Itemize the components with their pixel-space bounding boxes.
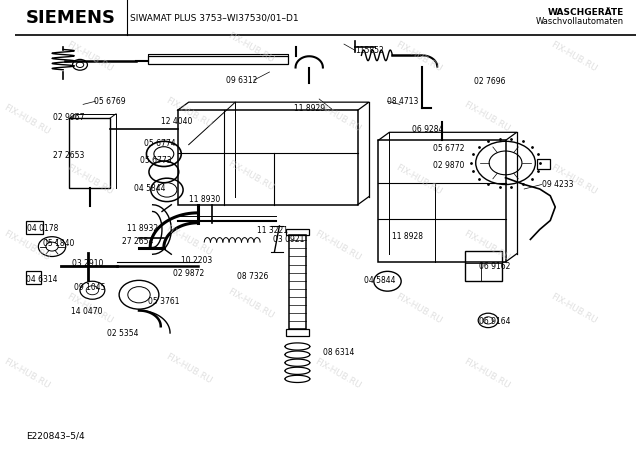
Text: 08 4713: 08 4713 xyxy=(387,97,419,106)
Text: FIX-HUB.RU: FIX-HUB.RU xyxy=(313,100,363,134)
Bar xyxy=(465,251,502,281)
Text: SIWAMAT PLUS 3753–WI37530/01–D1: SIWAMAT PLUS 3753–WI37530/01–D1 xyxy=(130,14,298,22)
Text: 11 8932: 11 8932 xyxy=(127,224,158,233)
Text: FIX-HUB.RU: FIX-HUB.RU xyxy=(313,357,363,390)
Text: FIX-HUB.RU: FIX-HUB.RU xyxy=(3,103,52,136)
Text: 11 8929: 11 8929 xyxy=(294,104,326,113)
Text: 09 4233: 09 4233 xyxy=(542,180,573,189)
Text: FIX-HUB.RU: FIX-HUB.RU xyxy=(394,40,443,73)
Text: 11 8930: 11 8930 xyxy=(188,195,220,204)
Text: 06 9162: 06 9162 xyxy=(480,262,511,271)
Text: FIX-HUB.RU: FIX-HUB.RU xyxy=(226,31,275,64)
Text: 03 0921: 03 0921 xyxy=(273,235,304,244)
Text: FIX-HUB.RU: FIX-HUB.RU xyxy=(550,292,598,325)
Text: 04 5844: 04 5844 xyxy=(364,276,396,285)
Text: 05 6769: 05 6769 xyxy=(94,97,126,106)
Text: 05 6774: 05 6774 xyxy=(144,140,176,148)
Bar xyxy=(378,140,506,262)
Text: FIX-HUB.RU: FIX-HUB.RU xyxy=(3,357,52,390)
Text: 04 6314: 04 6314 xyxy=(26,274,57,284)
Bar xyxy=(69,118,110,188)
Text: SIEMENS: SIEMENS xyxy=(26,9,116,27)
Text: 05 3761: 05 3761 xyxy=(148,297,180,306)
Text: 06 9284: 06 9284 xyxy=(412,125,444,134)
Text: FIX-HUB.RU: FIX-HUB.RU xyxy=(164,224,213,257)
Text: FIX-HUB.RU: FIX-HUB.RU xyxy=(164,352,213,386)
Text: FIX-HUB.RU: FIX-HUB.RU xyxy=(164,96,213,129)
Text: 05 1840: 05 1840 xyxy=(43,239,74,248)
Text: FIX-HUB.RU: FIX-HUB.RU xyxy=(394,163,443,197)
Text: FIX-HUB.RU: FIX-HUB.RU xyxy=(462,229,511,262)
Text: 06 9164: 06 9164 xyxy=(480,317,511,326)
Text: 05 6772: 05 6772 xyxy=(433,144,464,153)
Text: 02 9967: 02 9967 xyxy=(53,112,85,122)
Text: 05 6773: 05 6773 xyxy=(141,156,172,165)
Text: 03 2910: 03 2910 xyxy=(72,259,103,268)
Text: 115852: 115852 xyxy=(355,46,384,55)
Bar xyxy=(177,110,357,205)
Bar xyxy=(537,159,550,169)
Text: FIX-HUB.RU: FIX-HUB.RU xyxy=(226,159,275,192)
Text: 08 7326: 08 7326 xyxy=(237,272,268,281)
Bar xyxy=(286,229,308,235)
Text: FIX-HUB.RU: FIX-HUB.RU xyxy=(65,292,114,325)
Text: 27 2654: 27 2654 xyxy=(121,237,153,246)
Bar xyxy=(286,329,308,336)
Text: FIX-HUB.RU: FIX-HUB.RU xyxy=(65,40,114,73)
Bar xyxy=(289,235,306,329)
Text: 04 5844: 04 5844 xyxy=(134,184,165,193)
Text: 14 0470: 14 0470 xyxy=(71,307,102,316)
Text: FIX-HUB.RU: FIX-HUB.RU xyxy=(462,100,511,134)
Text: 04 0178: 04 0178 xyxy=(27,224,59,233)
Text: 11 8928: 11 8928 xyxy=(392,232,424,241)
Text: E220843–5/4: E220843–5/4 xyxy=(26,431,85,440)
Text: 12 4040: 12 4040 xyxy=(161,117,192,126)
Text: FIX-HUB.RU: FIX-HUB.RU xyxy=(394,292,443,325)
Text: FIX-HUB.RU: FIX-HUB.RU xyxy=(550,40,598,73)
Bar xyxy=(26,271,41,284)
Bar xyxy=(26,220,43,234)
Text: Waschvollautomaten: Waschvollautomaten xyxy=(536,17,623,26)
Text: FIX-HUB.RU: FIX-HUB.RU xyxy=(226,287,275,320)
Text: 09 1045: 09 1045 xyxy=(74,284,106,292)
Text: FIX-HUB.RU: FIX-HUB.RU xyxy=(65,163,114,197)
Text: 10 2203: 10 2203 xyxy=(181,256,212,265)
Text: 09 6312: 09 6312 xyxy=(226,76,257,85)
Text: WASCHGERÄTE: WASCHGERÄTE xyxy=(548,8,623,17)
Text: 02 5354: 02 5354 xyxy=(107,328,138,338)
Text: FIX-HUB.RU: FIX-HUB.RU xyxy=(3,229,52,262)
Text: 27 2653: 27 2653 xyxy=(53,151,85,160)
Text: FIX-HUB.RU: FIX-HUB.RU xyxy=(550,163,598,197)
Text: 02 7696: 02 7696 xyxy=(474,76,506,86)
Text: FIX-HUB.RU: FIX-HUB.RU xyxy=(313,229,363,262)
Text: 08 6314: 08 6314 xyxy=(323,348,354,357)
Bar xyxy=(148,56,288,64)
Text: 02 9870: 02 9870 xyxy=(433,161,464,170)
Text: 11 3221: 11 3221 xyxy=(257,226,288,235)
Text: 02 9872: 02 9872 xyxy=(173,269,204,278)
Text: FIX-HUB.RU: FIX-HUB.RU xyxy=(462,357,511,390)
